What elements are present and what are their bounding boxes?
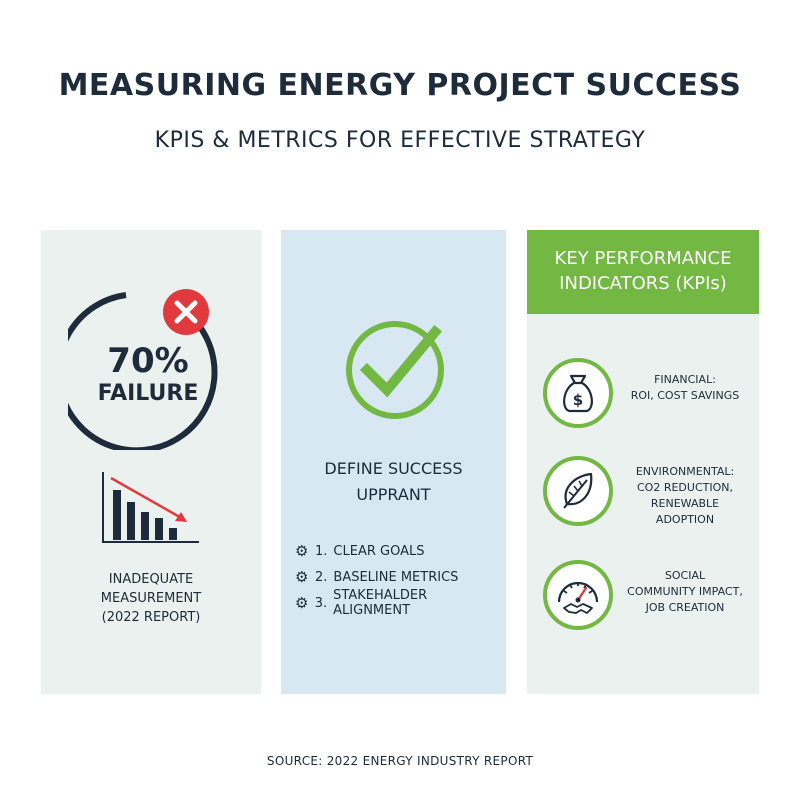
page-subtitle: KPIS & METRICS FOR EFFECTIVE STRATEGY xyxy=(154,128,646,153)
declining-bar-chart-icon xyxy=(102,472,199,543)
kpi-environmental-text: ENVIRONMENTAL: CO2 REDUCTION, RENEWABLE … xyxy=(623,464,747,528)
failure-percentage: 70% xyxy=(107,341,189,381)
failure-ring-icon xyxy=(68,292,218,450)
step-label: BASELINE METRICS xyxy=(333,569,459,585)
checkmark-icon xyxy=(346,321,444,419)
success-steps-list: ⚙ 1. CLEAR GOALS ⚙ 2. BASELINE METRICS ⚙… xyxy=(295,538,506,618)
gauge-handshake-icon xyxy=(543,560,613,630)
caption-line: INADEQUATE xyxy=(108,572,194,587)
page-title: MEASURING ENERGY PROJECT SUCCESS xyxy=(58,68,742,103)
kpi-social: SOCIAL COMMUNITY IMPACT, JOB CREATION xyxy=(527,560,759,650)
step-label: CLEAR GOALS xyxy=(333,543,425,559)
kpi-line: ENVIRONMENTAL: xyxy=(635,465,735,478)
step-number: 3. xyxy=(314,595,328,611)
kpi-line: COMMUNITY IMPACT, xyxy=(627,585,743,598)
kpi-line: ROI, COST SAVINGS xyxy=(630,389,740,402)
money-bag-icon: $ xyxy=(543,358,613,428)
heading-line: DEFINE SUCCESS xyxy=(324,459,463,478)
kpi-financial: $ FINANCIAL: ROI, COST SAVINGS xyxy=(527,358,759,448)
kpi-header-line: KEY PERFORMANCE xyxy=(554,248,732,269)
kpi-header-line: INDICATORS (KPIs) xyxy=(559,273,727,294)
kpi-social-text: SOCIAL COMMUNITY IMPACT, JOB CREATION xyxy=(623,568,747,616)
leaf-icon xyxy=(543,456,613,526)
kpi-line: RENEWABLE ADOPTION xyxy=(650,497,720,526)
gear-icon: ⚙ xyxy=(295,594,309,612)
failure-panel: 70% FAILURE INADEQUATE MEASUREMENT (2022… xyxy=(41,230,261,694)
kpi-financial-text: FINANCIAL: ROI, COST SAVINGS xyxy=(623,372,747,404)
gear-icon: ⚙ xyxy=(295,542,309,560)
heading-line: UPPRANT xyxy=(356,485,431,504)
failure-caption: INADEQUATE MEASUREMENT (2022 REPORT) xyxy=(41,570,261,627)
svg-text:$: $ xyxy=(573,391,583,409)
source-note: SOURCE: 2022 ENERGY INDUSTRY REPORT xyxy=(266,754,534,768)
step-number: 2. xyxy=(315,569,328,585)
kpi-line: JOB CREATION xyxy=(645,601,725,614)
gear-icon: ⚙ xyxy=(295,568,309,586)
kpi-header: KEY PERFORMANCE INDICATORS (KPIs) xyxy=(527,230,759,314)
x-badge-icon xyxy=(163,289,209,335)
kpi-panel: KEY PERFORMANCE INDICATORS (KPIs) $ FINA… xyxy=(527,230,759,694)
list-item: ⚙ 1. CLEAR GOALS xyxy=(295,538,506,564)
kpi-line: SOCIAL xyxy=(664,569,706,582)
define-success-heading: DEFINE SUCCESS UPPRANT xyxy=(281,456,506,508)
kpi-line: CO2 REDUCTION, xyxy=(637,481,733,494)
kpi-line: FINANCIAL: xyxy=(654,373,716,386)
failure-label: FAILURE xyxy=(97,381,199,406)
list-item: ⚙ 3. STAKEHALDER ALIGNMENT xyxy=(295,588,506,618)
caption-line: (2022 REPORT) xyxy=(101,610,201,625)
caption-line: MEASUREMENT xyxy=(100,591,202,606)
define-success-panel: DEFINE SUCCESS UPPRANT ⚙ 1. CLEAR GOALS … xyxy=(281,230,506,694)
list-item: ⚙ 2. BASELINE METRICS xyxy=(295,564,506,590)
step-label: STAKEHALDER ALIGNMENT xyxy=(333,588,428,618)
kpi-environmental: ENVIRONMENTAL: CO2 REDUCTION, RENEWABLE … xyxy=(527,456,759,546)
failure-stat: 70% FAILURE xyxy=(68,342,228,408)
step-number: 1. xyxy=(315,543,328,559)
